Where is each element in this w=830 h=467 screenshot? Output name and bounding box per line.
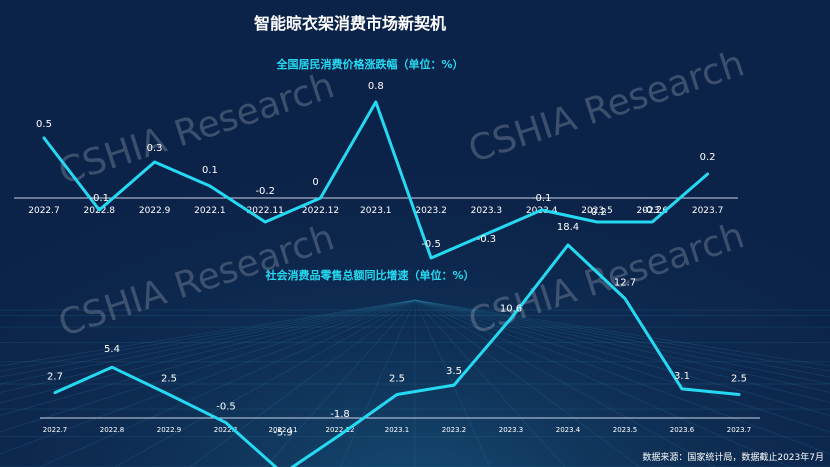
x-tick-label: 2022.7 — [28, 206, 60, 216]
x-tick-label: 2023.6 — [637, 206, 669, 216]
data-point — [680, 387, 684, 391]
data-label: 5.4 — [104, 344, 120, 355]
cpi-chart: 2022.7 2022.8 2022.9 2022.1 2022.11 2022.12 20… — [14, 81, 738, 260]
data-label: 3.1 — [674, 371, 690, 382]
data-label: -1.8 — [330, 409, 350, 420]
chart1-title: 全国居民消费价格涨跌幅（单位：%） — [276, 58, 464, 71]
x-tick-label: 2022.1 — [194, 206, 226, 216]
x-tick-label: 2023.6 — [670, 426, 695, 434]
data-point — [97, 208, 101, 212]
x-tick-label: 2022.1 — [214, 426, 239, 434]
data-label: -0.5 — [216, 402, 236, 413]
x-tick-label: 2023.2 — [415, 206, 447, 216]
data-point — [595, 220, 599, 224]
data-label: -0.3 — [477, 234, 497, 245]
data-label: 2.5 — [389, 374, 405, 385]
data-point — [429, 256, 433, 260]
x-tick-label: 2023.1 — [360, 206, 392, 216]
data-label: 0.5 — [36, 119, 52, 130]
x-tick-label: 2022.12 — [302, 206, 339, 216]
data-point — [540, 208, 544, 212]
data-point — [623, 297, 627, 301]
data-point — [42, 136, 46, 140]
x-tick-label: 2023.5 — [613, 426, 638, 434]
source-note: 数据来源：国家统计局，数据截止2023年7月 — [642, 453, 824, 463]
data-label: 10.6 — [500, 303, 522, 314]
data-point — [167, 393, 171, 397]
data-point — [224, 421, 228, 425]
series-line — [42, 100, 710, 260]
data-point — [263, 220, 267, 224]
data-point — [452, 383, 456, 387]
data-point — [737, 393, 741, 397]
data-label: 0.3 — [147, 143, 163, 154]
watermark-text: CSHIA Research — [54, 217, 340, 345]
x-tick-label: 2022.9 — [157, 426, 182, 434]
data-label: 3.5 — [446, 366, 462, 377]
data-label: 2.5 — [731, 374, 747, 385]
data-label: 18.4 — [557, 222, 579, 233]
x-tick-label: 2022.11 — [247, 206, 284, 216]
retail-chart: 2022.7 2022.8 2022.9 2022.1 2022.11 2022.12 20… — [40, 222, 760, 467]
page-title: 智能晾衣架消费市场新契机 — [253, 14, 446, 33]
x-tick-label: 2022.11 — [269, 426, 298, 434]
data-point — [650, 220, 654, 224]
x-tick-label: 2023.7 — [727, 426, 752, 434]
data-point — [53, 391, 57, 395]
x-tick-label: 2022.9 — [139, 206, 171, 216]
x-tick-label: 2023.3 — [499, 426, 524, 434]
data-point — [395, 393, 399, 397]
data-label: -0.5 — [421, 239, 441, 250]
data-point — [153, 160, 157, 164]
watermark-text: CSHIA Research — [54, 65, 340, 193]
data-label: 0.8 — [368, 81, 384, 92]
x-tick-label: 2023.2 — [442, 426, 467, 434]
data-label: -0.2 — [255, 186, 275, 197]
data-point — [208, 184, 212, 188]
x-tick-label: 2023.7 — [692, 206, 724, 216]
chart2-title: 社会消费品零售总额同比增速（单位：%） — [265, 269, 475, 282]
x-tick-label: 2023.3 — [471, 206, 503, 216]
data-label: -5.9 — [273, 427, 293, 438]
data-point — [319, 196, 323, 200]
data-label: 0.1 — [202, 165, 218, 176]
data-label: 0 — [312, 177, 318, 188]
x-tick-label: 2023.1 — [385, 426, 410, 434]
data-label: -0.2 — [643, 205, 663, 216]
data-point — [566, 243, 570, 247]
data-label: 12.7 — [614, 278, 636, 289]
data-label: 2.7 — [47, 372, 63, 383]
x-tick-label: 2023.4 — [556, 426, 581, 434]
data-point — [706, 172, 710, 176]
data-point — [110, 365, 114, 369]
x-tick-label: 2022.12 — [326, 426, 355, 434]
data-label: -0.1 — [532, 193, 552, 204]
series-line — [53, 243, 741, 467]
data-label: 0.2 — [700, 152, 716, 163]
data-label: 2.5 — [161, 374, 177, 385]
data-point — [338, 433, 342, 437]
data-label: -0.1 — [90, 193, 110, 204]
x-tick-label: 2022.7 — [43, 426, 68, 434]
data-label: -0.2 — [587, 207, 607, 218]
data-point — [509, 316, 513, 320]
data-point — [374, 100, 378, 104]
x-tick-label: 2023.5 — [581, 206, 613, 216]
x-tick-label: 2022.8 — [100, 426, 125, 434]
